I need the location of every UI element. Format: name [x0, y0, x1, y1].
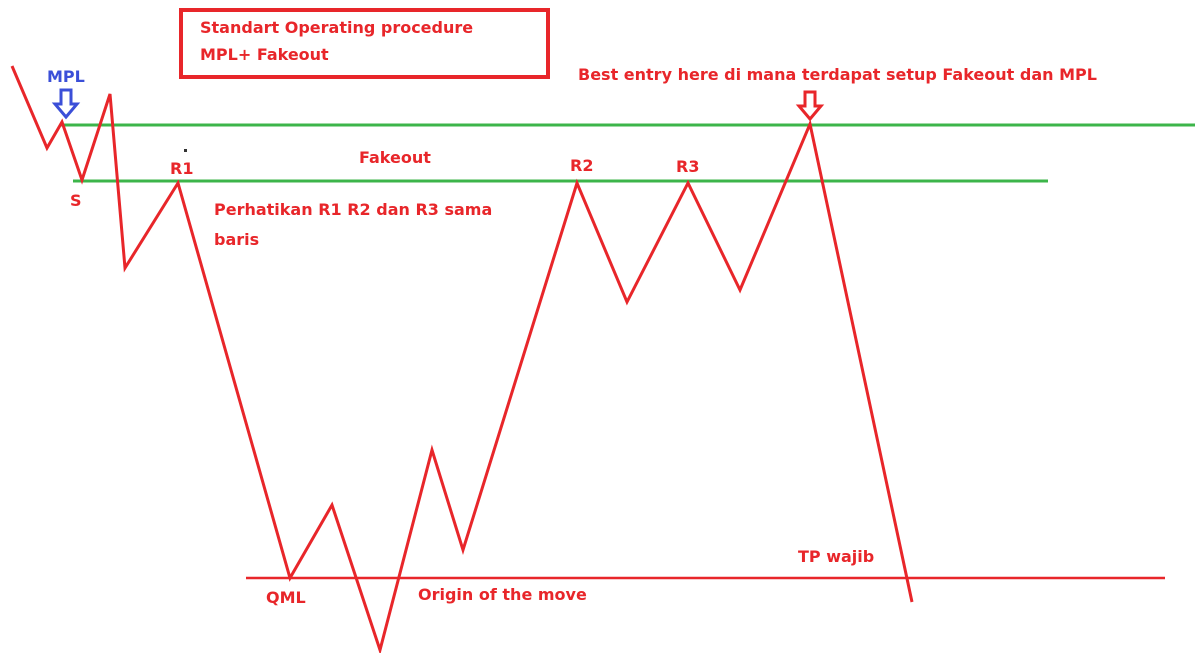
label: TP wajib [798, 547, 874, 566]
label: MPL [47, 67, 85, 86]
title-box [179, 8, 550, 79]
price-path [10, 65, 914, 653]
title-line: MPL+ Fakeout [200, 45, 329, 64]
entry-arrow [795, 90, 825, 122]
dot [184, 149, 187, 152]
label: R3 [676, 157, 699, 176]
note-line: baris [214, 230, 259, 249]
label: Fakeout [359, 148, 431, 167]
label: R1 [170, 159, 193, 178]
label: QML [266, 588, 306, 607]
title-line: Standart Operating procedure [200, 18, 473, 37]
label: Best entry here di mana terdapat setup F… [578, 65, 1097, 84]
label: R2 [570, 156, 593, 175]
note-line: Perhatikan R1 R2 dan R3 sama [214, 200, 492, 219]
label: S [70, 191, 82, 210]
label: Origin of the move [418, 585, 587, 604]
mpl-arrow [51, 88, 81, 120]
